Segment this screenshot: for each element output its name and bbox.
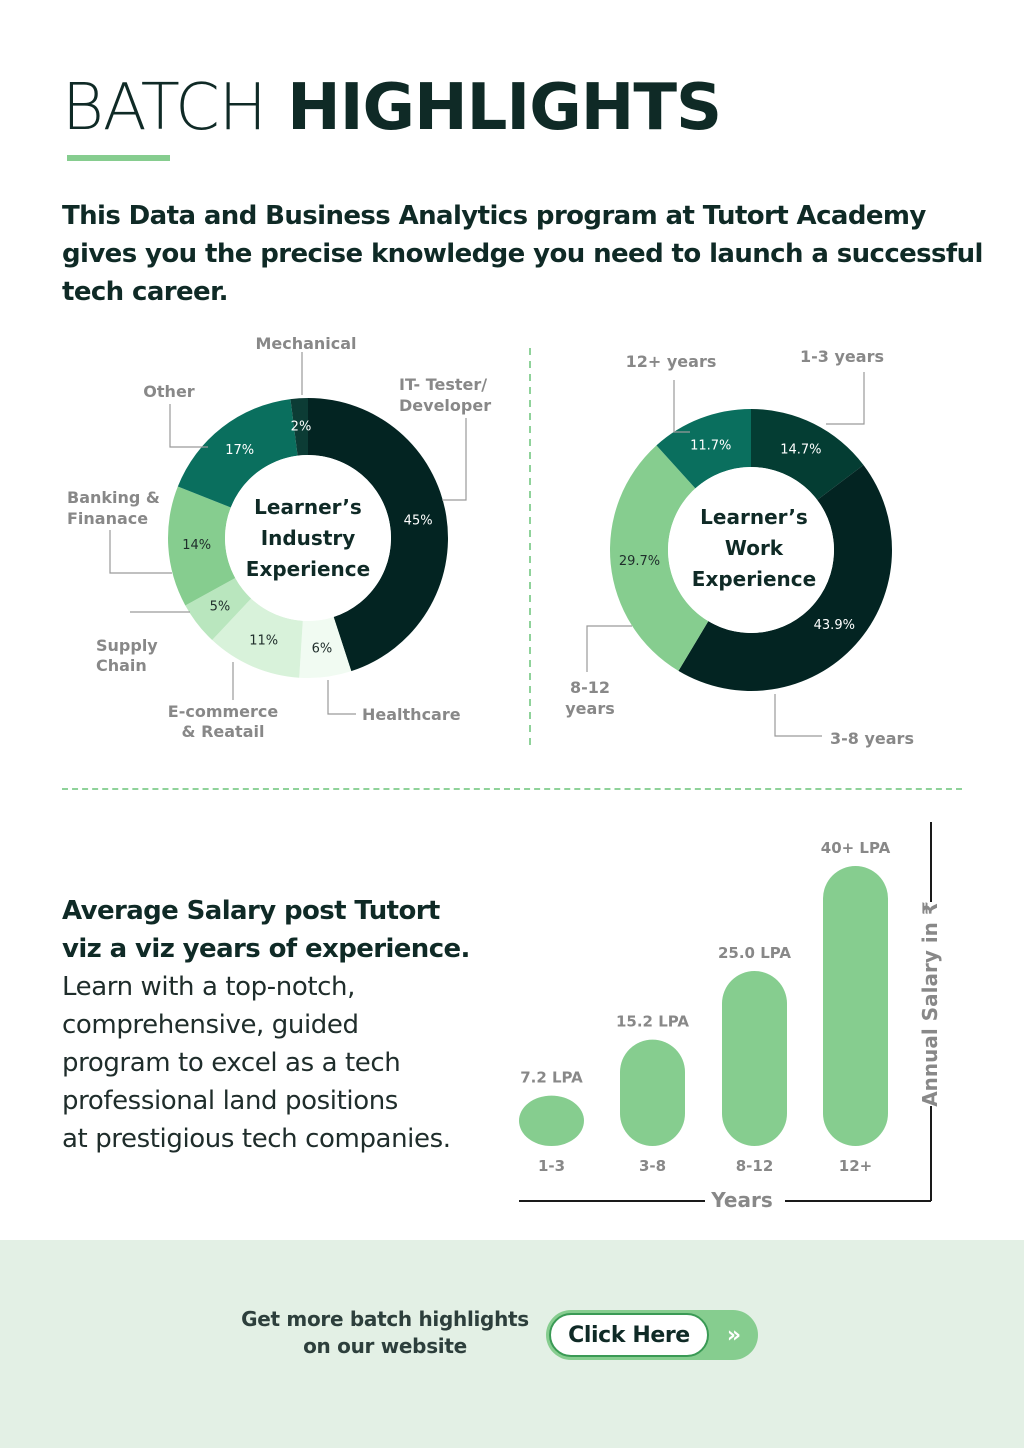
industry-center-line3: Experience xyxy=(246,557,370,581)
work-hole xyxy=(668,467,834,633)
label-8-12-years: 8-12 years xyxy=(565,678,615,718)
industry-slice-label: 17% xyxy=(225,443,254,458)
industry-slice xyxy=(185,577,252,641)
industry-slice-label: 11% xyxy=(249,633,278,648)
salary-heading-line1: Average Salary post Tutort xyxy=(62,896,440,926)
industry-slice xyxy=(290,398,308,456)
label-healthcare: Healthcare xyxy=(362,705,461,724)
work-slice xyxy=(751,409,864,500)
footer-text-line1: Get more batch highlights xyxy=(241,1307,529,1331)
work-center-line3: Experience xyxy=(692,567,816,591)
salary-heading-line2: viz a viz years of experience. xyxy=(62,934,470,964)
industry-donut-center: Learner’s Industry Experience xyxy=(246,495,370,581)
industry-slice-label: 2% xyxy=(291,420,312,435)
work-slice-label: 14.7% xyxy=(780,443,821,458)
salary-bar xyxy=(519,1095,584,1146)
work-slice xyxy=(610,445,709,671)
title-light: BATCH xyxy=(62,71,267,145)
salary-body-line: Learn with a top-notch, xyxy=(62,972,355,1002)
footer-text-line2: on our website xyxy=(303,1334,467,1358)
industry-slice xyxy=(308,398,448,672)
label-3-8-years: 3-8 years xyxy=(830,729,914,748)
industry-slice-label: 5% xyxy=(210,599,231,614)
click-here-label: Click Here xyxy=(549,1313,709,1357)
x-axis-label: Years xyxy=(710,1188,772,1212)
title-underline xyxy=(67,155,170,161)
industry-center-line1: Learner’s xyxy=(254,495,362,519)
industry-slice xyxy=(212,598,303,678)
work-donut: 14.7% 43.9% 29.7% 11.7% xyxy=(610,409,892,691)
work-slice-label: 11.7% xyxy=(690,438,731,453)
salary-bar xyxy=(722,971,787,1146)
industry-leader-lines xyxy=(109,352,467,715)
industry-slice xyxy=(299,616,352,678)
double-chevron-right-icon: » xyxy=(726,1322,742,1348)
salary-bar-category-label: 12+ xyxy=(839,1157,872,1175)
salary-body-line: comprehensive, guided xyxy=(62,1010,359,1040)
salary-bar xyxy=(823,866,888,1146)
salary-bar-value-label: 40+ LPA xyxy=(821,839,891,857)
salary-body-line: professional land positions xyxy=(62,1086,398,1116)
salary-bar-category-label: 1-3 xyxy=(538,1157,565,1175)
work-center-line1: Learner’s xyxy=(700,505,808,529)
work-slice xyxy=(656,409,751,489)
salary-bar-category-label: 3-8 xyxy=(639,1157,666,1175)
label-supply-chain: Supply Chain xyxy=(96,636,158,675)
work-slice-label: 29.7% xyxy=(619,554,660,569)
intro-text: This Data and Business Analytics program… xyxy=(62,201,983,307)
work-slice-label: 43.9% xyxy=(814,618,855,633)
salary-bar-value-label: 25.0 LPA xyxy=(718,944,791,962)
salary-axes xyxy=(519,822,932,1202)
label-other: Other xyxy=(143,382,194,401)
salary-body-line: program to excel as a tech xyxy=(62,1048,401,1078)
page-title: BATCH HIGHLIGHTS xyxy=(62,68,722,148)
work-category-labels: 1-3 years 12+ years 8-12 years 3-8 years xyxy=(565,347,914,748)
industry-slice-label: 45% xyxy=(404,514,433,529)
salary-bar-category-label: 8-12 xyxy=(736,1157,774,1175)
industry-donut: 45% 6% 11% 5% 14% 17% 2% xyxy=(168,398,448,678)
footer-band xyxy=(0,1240,1024,1448)
work-slice xyxy=(678,464,892,691)
label-mechanical: Mechanical xyxy=(255,334,356,353)
label-1-3-years: 1-3 years xyxy=(800,347,884,366)
work-center-line2: Work xyxy=(725,536,784,560)
footer-text: Get more batch highlights on our website xyxy=(230,1306,540,1360)
label-ecommerce: E-commerce & Reatail xyxy=(168,702,279,741)
work-donut-center: Learner’s Work Experience xyxy=(692,505,816,591)
industry-slice-label: 6% xyxy=(312,642,333,657)
industry-category-labels: Mechanical IT- Tester/Developer Other Ba… xyxy=(67,334,491,741)
industry-slice-label: 14% xyxy=(182,538,211,553)
industry-slice xyxy=(177,399,298,508)
salary-bar-value-label: 15.2 LPA xyxy=(616,1013,689,1031)
label-banking: Banking & Finanace xyxy=(67,488,160,528)
donut-charts: 45% 6% 11% 5% 14% 17% 2% Learner’s Industry Ex… xyxy=(67,334,914,748)
salary-bars: 7.2 LPA 1-3 15.2 LPA 3-8 25.0 LPA 8-12 40+ LPA… xyxy=(519,839,891,1175)
work-leader-lines xyxy=(586,372,865,737)
salary-bar-chart: 7.2 LPA 1-3 15.2 LPA 3-8 25.0 LPA 8-12 40+ LPA… xyxy=(519,822,942,1212)
click-here-button[interactable]: Click Here » xyxy=(546,1310,758,1360)
salary-description: Average Salary post Tutort viz a viz yea… xyxy=(62,892,502,1158)
label-it-tester: IT- Tester/Developer xyxy=(399,375,491,415)
label-12plus-years: 12+ years xyxy=(626,352,717,371)
salary-bar xyxy=(620,1039,685,1146)
salary-bar-value-label: 7.2 LPA xyxy=(520,1069,583,1087)
y-axis-label: Annual Salary in ₹ xyxy=(918,901,942,1107)
industry-slice xyxy=(168,486,236,606)
salary-body-line: at prestigious tech companies. xyxy=(62,1124,451,1154)
title-bold: HIGHLIGHTS xyxy=(287,71,722,145)
industry-hole xyxy=(225,455,391,621)
industry-center-line2: Industry xyxy=(261,526,356,550)
section-divider xyxy=(62,788,962,790)
